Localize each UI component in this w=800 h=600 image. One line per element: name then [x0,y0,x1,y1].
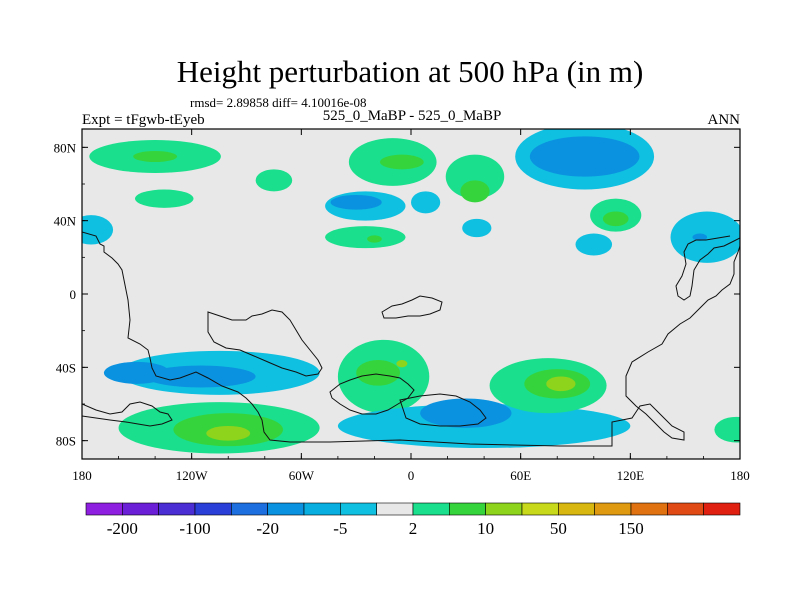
colorbar-swatch [521,502,559,516]
colorbar-swatch [267,502,305,516]
colorbar-label: -100 [179,519,210,538]
colorbar-swatch [303,502,341,516]
colorbar-swatch [158,502,196,516]
field-cell-9 [445,154,505,199]
colorbar-swatch [231,502,268,516]
stats-text: rmsd= 2.89858 diff= 4.10016e-08 [190,95,367,110]
field-cell-2 [135,189,194,208]
y-tick-label: 80S [56,434,76,449]
map-area [82,129,740,459]
right-label: ANN [708,112,741,128]
x-tick-label: 120W [176,468,209,483]
colorbar-swatch [667,502,704,516]
x-tick-label: 180 [72,468,92,483]
colorbar-swatch [485,502,523,516]
colorbar-label: 10 [477,519,494,538]
center-label: 525_0_MaBP - 525_0_MaBP [323,108,502,124]
colorbar-swatch [449,502,486,516]
y-tick-label: 80N [54,140,77,155]
x-tick-label: 180 [730,468,750,483]
field-cell-17 [602,211,629,227]
y-tick-label: 40N [54,214,77,229]
field-cell-28 [356,360,401,386]
field-cell-10 [460,180,490,203]
x-tick-label: 60W [289,468,315,483]
coastline-island-a [381,295,443,319]
colorbar-swatch [376,502,414,516]
field-cell-18 [575,233,613,256]
field-cell-12 [367,235,382,243]
colorbar-swatch [194,502,232,516]
field-cell-34 [546,376,576,392]
left-label: Expt = tFgwb-tEyeb [82,112,205,128]
coastline-left-edge [82,401,173,427]
colorbar-swatch [340,502,377,516]
field-cell-20 [692,233,708,241]
x-tick-label: 120E [617,468,645,483]
coastline-central-south [329,373,415,415]
coastline-right-edge [675,235,740,301]
field-cell-35 [714,416,740,443]
field-cell-13 [462,218,492,238]
field-cell-31 [420,398,512,428]
coastline-central-west [207,309,323,377]
coastline-central-east [399,393,487,427]
colorbar-swatch [412,502,450,516]
colorbar: -200 -100 -20 -5 2 10 50 150 [85,502,741,538]
field-cell-26 [206,426,251,441]
x-axis: 180 120W 60W 0 60E 120E 180 [72,129,750,483]
field-cell-11 [325,226,406,249]
field-cell-6 [411,191,441,214]
colorbar-label: -200 [107,519,138,538]
colorbar-swatch [594,502,632,516]
colorbar-swatch [558,502,595,516]
colorbar-swatch [85,502,123,516]
field-cell-23 [103,361,170,384]
field-cell-22 [145,365,256,388]
x-tick-label: 0 [408,468,415,483]
field-cell-5 [330,195,382,210]
chart-title: Height perturbation at 500 hPa (in m) [177,54,644,89]
colorbar-label: 2 [409,519,418,538]
y-tick-label: 40S [56,360,76,375]
colorbar-label: 150 [618,519,644,538]
colorbar-swatch [630,502,668,516]
field-cell-15 [529,136,640,177]
colorbar-label: -20 [256,519,279,538]
field-cell-3 [255,169,293,192]
x-tick-label: 60E [510,468,531,483]
coastline-west [82,231,740,447]
colorbar-swatch [122,502,159,516]
y-tick-label: 0 [70,287,77,302]
field-cell-36 [82,215,114,245]
colorbar-label: -5 [333,519,347,538]
y-axis: 80N 40N 0 40S 80S [54,140,740,449]
field-cell-1 [133,151,178,162]
contour-fields [82,129,740,454]
field-cell-8 [379,154,424,170]
colorbar-label: 50 [550,519,567,538]
field-cell-29 [396,360,408,368]
coastlines [82,231,740,447]
colorbar-swatch [703,502,741,516]
